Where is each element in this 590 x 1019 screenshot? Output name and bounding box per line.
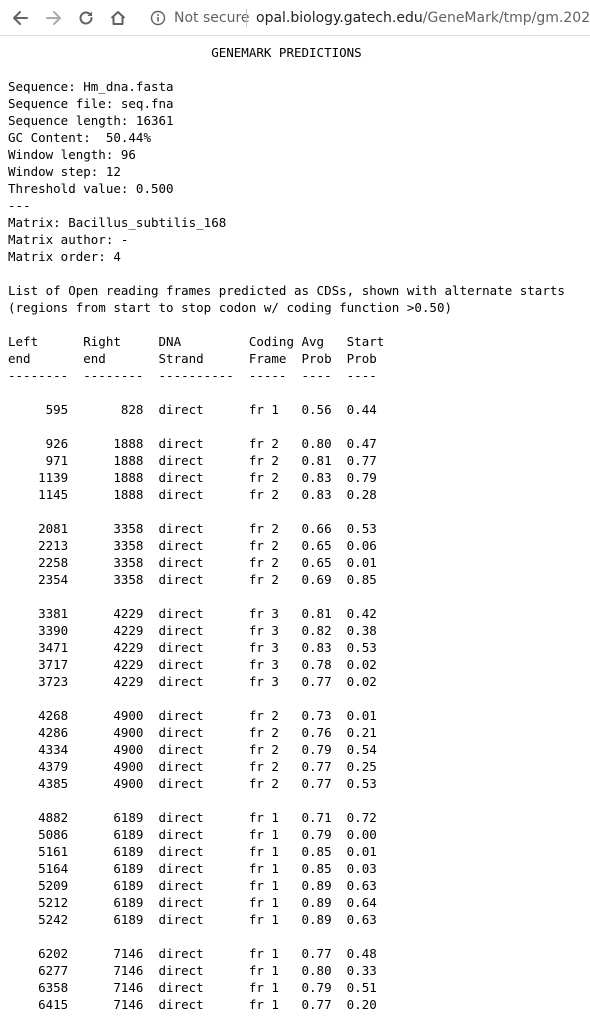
report-line: 4385 4900 direct fr 2 0.77 0.53 (8, 776, 377, 791)
security-status-label[interactable]: Not secure (174, 10, 250, 26)
info-icon[interactable] (150, 10, 166, 30)
browser-toolbar: Not secure opal.biology.gatech.edu/GeneM… (0, 0, 590, 36)
blank-line (8, 503, 565, 520)
report-line: Sequence length: 16361 (8, 113, 174, 128)
report-line: GC Content: 50.44% (8, 130, 151, 145)
report-line: Matrix order: 4 (8, 249, 121, 264)
report-line: 6415 7146 direct fr 1 0.77 0.20 (8, 997, 377, 1012)
report-line: 1145 1888 direct fr 2 0.83 0.28 (8, 487, 377, 502)
home-icon[interactable] (106, 6, 130, 30)
report-line: 4882 6189 direct fr 1 0.71 0.72 (8, 810, 377, 825)
report-line: Sequence file: seq.fna (8, 96, 174, 111)
report-line: 3471 4229 direct fr 3 0.83 0.53 (8, 640, 377, 655)
blank-line (8, 61, 565, 78)
report-line: 971 1888 direct fr 2 0.81 0.77 (8, 453, 377, 468)
forward-arrow-icon[interactable] (42, 6, 66, 30)
report-line: 2081 3358 direct fr 2 0.66 0.53 (8, 521, 377, 536)
blank-line (8, 418, 565, 435)
report-line: 2258 3358 direct fr 2 0.65 0.01 (8, 555, 377, 570)
report-line: 3390 4229 direct fr 3 0.82 0.38 (8, 623, 377, 638)
blank-line (8, 316, 565, 333)
report-line: 4268 4900 direct fr 2 0.73 0.01 (8, 708, 377, 723)
blank-line (8, 384, 565, 401)
report-line: --- (8, 198, 31, 213)
report-line: Window length: 96 (8, 147, 136, 162)
address-bar[interactable]: Not secure opal.biology.gatech.edu/GeneM… (140, 3, 590, 33)
blank-line (8, 792, 565, 809)
url-path: /GeneMark/tmp/gm.2020032 (422, 10, 590, 26)
report-line: 4334 4900 direct fr 2 0.79 0.54 (8, 742, 377, 757)
url-text[interactable]: opal.biology.gatech.edu/GeneMark/tmp/gm.… (256, 9, 590, 27)
report-line: Matrix author: - (8, 232, 129, 247)
report-line: 595 828 direct fr 1 0.56 0.44 (8, 402, 377, 417)
report-line: 5164 6189 direct fr 1 0.85 0.03 (8, 861, 377, 876)
report-line: 1139 1888 direct fr 2 0.83 0.79 (8, 470, 377, 485)
report-line: -------- -------- ---------- ----- ---- … (8, 368, 377, 383)
blank-line (8, 588, 565, 605)
report-line: 5242 6189 direct fr 1 0.89 0.63 (8, 912, 377, 927)
url-host: opal.biology.gatech.edu (256, 10, 423, 26)
report-line: 3381 4229 direct fr 3 0.81 0.42 (8, 606, 377, 621)
blank-line (8, 690, 565, 707)
report-line: 6202 7146 direct fr 1 0.77 0.48 (8, 946, 377, 961)
report-line: 926 1888 direct fr 2 0.80 0.47 (8, 436, 377, 451)
report-line: 6277 7146 direct fr 1 0.80 0.33 (8, 963, 377, 978)
report-line: 3717 4229 direct fr 3 0.78 0.02 (8, 657, 377, 672)
report-line: 5086 6189 direct fr 1 0.79 0.00 (8, 827, 377, 842)
report-line: 4286 4900 direct fr 2 0.76 0.21 (8, 725, 377, 740)
report-line: (regions from start to stop codon w/ cod… (8, 300, 453, 315)
report-line: List of Open reading frames predicted as… (8, 283, 565, 298)
back-arrow-icon[interactable] (8, 6, 32, 30)
report-line: 2213 3358 direct fr 2 0.65 0.06 (8, 538, 377, 553)
report-line: 5209 6189 direct fr 1 0.89 0.63 (8, 878, 377, 893)
report-line: Left Right DNA Coding Avg Start (8, 334, 385, 349)
genemark-report: GENEMARK PREDICTIONS Sequence: Hm_dna.fas… (8, 44, 565, 1013)
report-line: 5161 6189 direct fr 1 0.85 0.01 (8, 844, 377, 859)
report-line: end end Strand Frame Prob Prob (8, 351, 377, 366)
report-line: 6358 7146 direct fr 1 0.79 0.51 (8, 980, 377, 995)
report-line: GENEMARK PREDICTIONS (8, 45, 362, 60)
report-line: Threshold value: 0.500 (8, 181, 174, 196)
report-line: 4379 4900 direct fr 2 0.77 0.25 (8, 759, 377, 774)
blank-line (8, 265, 565, 282)
report-line: 5212 6189 direct fr 1 0.89 0.64 (8, 895, 377, 910)
blank-line (8, 928, 565, 945)
reload-icon[interactable] (74, 6, 98, 30)
report-line: 3723 4229 direct fr 3 0.77 0.02 (8, 674, 377, 689)
report-line: 2354 3358 direct fr 2 0.69 0.85 (8, 572, 377, 587)
report-line: Matrix: Bacillus_subtilis_168 (8, 215, 227, 230)
address-divider (246, 9, 247, 27)
report-line: Window step: 12 (8, 164, 121, 179)
report-line: Sequence: Hm_dna.fasta (8, 79, 174, 94)
